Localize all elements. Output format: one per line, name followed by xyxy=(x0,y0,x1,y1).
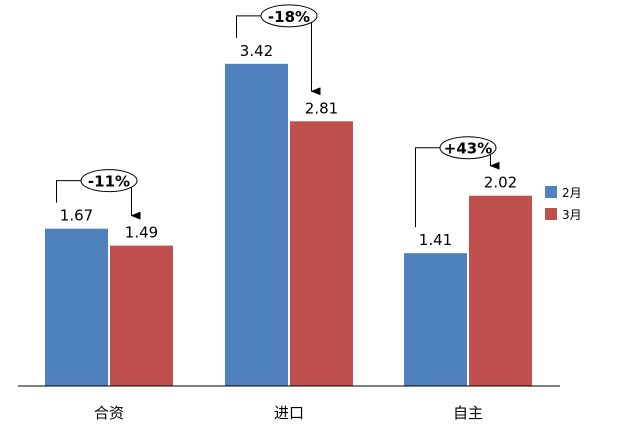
data-label: 2.81 xyxy=(305,99,338,117)
bar xyxy=(404,253,467,386)
bracket-line xyxy=(415,147,440,228)
change-label: +43% xyxy=(444,140,492,158)
legend-label: 2月 xyxy=(562,186,582,200)
bar xyxy=(290,121,353,386)
x-tick-label: 自主 xyxy=(453,404,483,422)
bracket-line xyxy=(236,15,261,38)
legend-label: 3月 xyxy=(562,208,582,222)
change-ellipse xyxy=(80,169,138,193)
bracket-line xyxy=(56,180,81,203)
bracket-arrow xyxy=(310,15,321,96)
data-label: 1.67 xyxy=(60,207,93,225)
bar xyxy=(469,195,532,386)
data-label: 1.41 xyxy=(419,231,452,249)
data-label: 3.42 xyxy=(240,42,273,60)
x-tick-label: 合资 xyxy=(94,404,124,422)
x-tick-label: 进口 xyxy=(274,404,304,422)
legend-swatch xyxy=(545,186,557,198)
bar xyxy=(110,245,173,386)
change-label: -18% xyxy=(268,8,310,26)
change-ellipse xyxy=(439,136,497,160)
data-label: 1.49 xyxy=(125,224,158,242)
change-label: -11% xyxy=(88,173,130,191)
bar xyxy=(45,228,108,386)
bar xyxy=(225,63,288,386)
legend-swatch xyxy=(545,208,557,220)
change-ellipse xyxy=(260,4,318,28)
data-label: 2.02 xyxy=(484,174,517,192)
